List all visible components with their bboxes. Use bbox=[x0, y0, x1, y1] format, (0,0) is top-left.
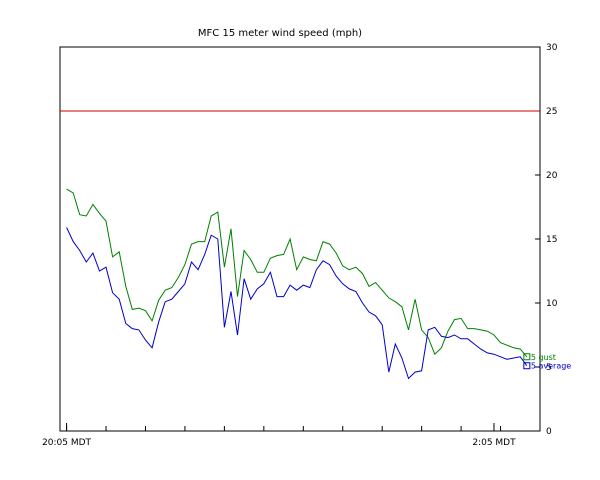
series-lines bbox=[60, 110, 540, 380]
legend-marker-gust bbox=[523, 353, 531, 361]
chart-title: MFC 15 meter wind speed (mph) bbox=[198, 28, 362, 39]
y-tick-label: 25 bbox=[546, 107, 557, 117]
y-tick-label: 15 bbox=[546, 235, 557, 245]
legend-label-gust: 5 gust bbox=[531, 353, 556, 362]
y-tick-label: 20 bbox=[546, 171, 558, 181]
series-line-gust bbox=[66, 188, 528, 358]
y-tick-label: 10 bbox=[546, 299, 558, 309]
y-tick-label: 0 bbox=[546, 427, 552, 437]
series-line-average bbox=[66, 227, 528, 380]
legend-label-average: 5 average bbox=[531, 362, 571, 371]
legend-marker-average bbox=[523, 362, 531, 370]
x-tick-label: 20:05 MDT bbox=[42, 438, 91, 448]
y-tick-label: 30 bbox=[546, 43, 558, 53]
x-tick-label: 2:05 MDT bbox=[472, 438, 516, 448]
y-tick-label: 5 bbox=[546, 363, 552, 373]
tick-labels: 0 5 10 15 20 25 30 20:05 MDT 2:05 MDT bbox=[42, 43, 558, 448]
axis-ticks bbox=[66, 46, 541, 432]
